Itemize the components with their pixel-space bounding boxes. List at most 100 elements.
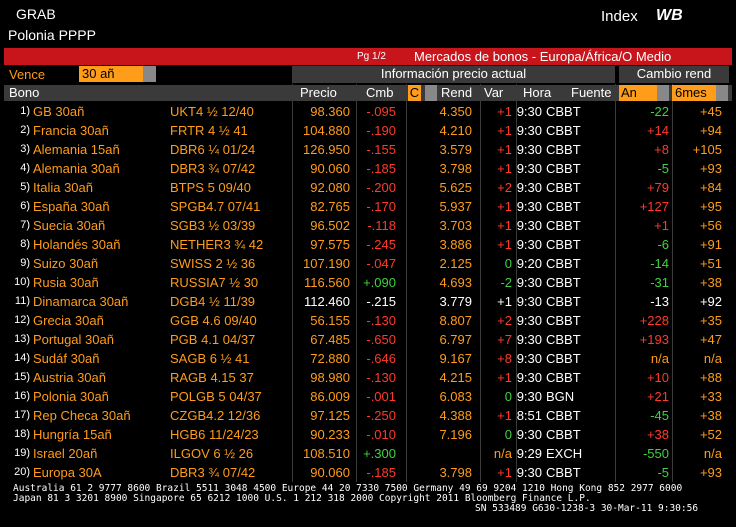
cell-precio: 97.575 [310, 237, 350, 252]
cell-precio: 112.460 [303, 294, 350, 309]
bond-row[interactable]: 6) España 30añ SPGB4.7 07/41 82.765 -.170 5.9… [0, 197, 736, 216]
cell-m6: +92 [699, 294, 722, 309]
bond-row[interactable]: 3) Alemania 15añ DBR6 ¼ 01/24 126.950 -.155 3… [0, 140, 736, 159]
cell-fuente: CBBT [546, 199, 581, 214]
bond-row[interactable]: 14) Sudáf 30añ SAGB 6 ½ 41 72.880 -.646 9.167… [0, 349, 736, 368]
dropdown-button[interactable] [425, 85, 437, 101]
cell-precio: 107.190 [303, 256, 350, 271]
cell-bono: Holandés 30añ [33, 237, 121, 252]
cell-hora: 9:30 [516, 123, 542, 138]
cell-hora: 9:30 [516, 465, 542, 480]
bond-row[interactable]: 17) Rep Checa 30añ CZGB4.2 12/36 97.125 -.25… [0, 406, 736, 425]
cell-n: 1) [20, 105, 30, 117]
maturity-select[interactable]: 30 añ [79, 66, 143, 82]
title-bar [4, 48, 732, 65]
bond-row[interactable]: 1) GB 30añ UKT4 ½ 12/40 98.360 -.095 4.350 +1 9… [0, 102, 736, 121]
column-header: Cmb [366, 85, 394, 100]
market-sector: Index [601, 8, 638, 25]
column-header[interactable]: C [408, 85, 421, 101]
cell-hora: 9:30 [516, 218, 542, 233]
cell-rend: 3.798 [439, 161, 472, 176]
cell-fuente: BGN [546, 389, 575, 404]
cell-an: +127 [639, 199, 669, 214]
cell-n: 9) [20, 257, 30, 269]
cell-precio: 82.765 [310, 199, 350, 214]
cell-fuente: EXCH [546, 446, 583, 461]
bond-row[interactable]: 2) Francia 30añ FRTR 4 ½ 41 104.880 -.190 4.2… [0, 121, 736, 140]
security-name: Polonia PPPP [8, 27, 96, 43]
cell-cmb: -.118 [367, 218, 396, 233]
cell-bono: Italia 30añ [33, 180, 93, 195]
cell-m6: +91 [699, 237, 722, 252]
cell-ticker: POLGB 5 04/37 [170, 389, 262, 404]
cell-cmb: -.250 [366, 408, 396, 423]
cell-var: +1 [497, 142, 512, 157]
bond-row[interactable]: 11) Dinamarca 30añ DGB4 ½ 11/39 112.460 -.21… [0, 292, 736, 311]
cell-precio: 90.060 [310, 161, 350, 176]
cell-precio: 108.510 [303, 446, 350, 461]
bond-row[interactable]: 9) Suizo 30añ SWISS 2 ½ 36 107.190 -.047 2.12… [0, 254, 736, 273]
bond-row[interactable]: 13) Portugal 30añ PGB 4.1 04/37 67.485 -.650… [0, 330, 736, 349]
cell-m6: +105 [692, 142, 722, 157]
bond-row[interactable]: 10) Rusia 30añ RUSSIA7 ½ 30 116.560 +.090 4.6… [0, 273, 736, 292]
cell-precio: 72.880 [310, 351, 350, 366]
cell-an: -22 [650, 104, 669, 119]
cell-hora: 9:30 [516, 161, 542, 176]
cell-precio: 90.060 [310, 465, 350, 480]
dropdown-button[interactable] [143, 66, 156, 82]
cell-fuente: CBBT [546, 180, 581, 195]
cell-fuente: CBBT [546, 161, 581, 176]
dropdown-button[interactable] [657, 85, 669, 101]
cell-precio: 126.950 [303, 142, 350, 157]
cell-fuente: CBBT [546, 332, 581, 347]
cell-rend: 5.937 [439, 199, 472, 214]
function-code: GRAB [16, 6, 56, 22]
group-header: Cambio rend [619, 66, 729, 83]
cell-precio: 104.880 [303, 123, 350, 138]
bond-row[interactable]: 7) Suecia 30añ SGB3 ½ 03/39 96.502 -.118 3.70… [0, 216, 736, 235]
bond-row[interactable]: 20) Europa 30A DBR3 ¾ 07/42 90.060 -.185 3.79… [0, 463, 736, 482]
cell-bono: GB 30añ [33, 104, 85, 119]
cell-n: 12) [14, 314, 30, 326]
cell-hora: 8:51 [516, 408, 542, 423]
cell-ticker: FRTR 4 ½ 41 [170, 123, 248, 138]
cell-fuente: CBBT [546, 218, 581, 233]
cell-n: 15) [14, 371, 30, 383]
cell-bono: Austria 30añ [33, 370, 106, 385]
dropdown-button[interactable] [716, 85, 728, 101]
bond-row[interactable]: 16) Polonia 30añ POLGB 5 04/37 86.009 -.001 6… [0, 387, 736, 406]
cell-fuente: CBBT [546, 294, 581, 309]
bond-row[interactable]: 15) Austria 30añ RAGB 4.15 37 98.980 -.130 4.… [0, 368, 736, 387]
cell-fuente: CBBT [546, 408, 581, 423]
cell-precio: 98.980 [310, 370, 350, 385]
cell-ticker: DBR3 ¾ 07/42 [170, 161, 256, 176]
bond-row[interactable]: 8) Holandés 30añ NETHER3 ¾ 42 97.575 -.245 3.… [0, 235, 736, 254]
cell-ticker: GGB 4.6 09/40 [170, 313, 257, 328]
footer-line: Australia 61 2 9777 8600 Brazil 5511 304… [13, 483, 683, 494]
cell-bono: Rep Checa 30añ [33, 408, 131, 423]
cell-m6: +51 [699, 256, 722, 271]
group-header: Información precio actual [292, 66, 615, 83]
cell-rend: 6.797 [439, 332, 472, 347]
bond-row[interactable]: 4) Alemania 30añ DBR3 ¾ 07/42 90.060 -.185 3.… [0, 159, 736, 178]
cell-rend: 5.625 [439, 180, 472, 195]
cell-m6: +38 [699, 408, 722, 423]
cell-an: +193 [639, 332, 669, 347]
bond-row[interactable]: 5) Italia 30añ BTPS 5 09/40 92.080 -.200 5.62… [0, 178, 736, 197]
cell-cmb: -.130 [366, 370, 396, 385]
bond-row[interactable]: 12) Grecia 30añ GGB 4.6 09/40 56.155 -.130 8.… [0, 311, 736, 330]
cell-ticker: UKT4 ½ 12/40 [170, 104, 254, 119]
cell-n: 14) [14, 352, 30, 364]
cell-var: n/a [493, 446, 512, 461]
cell-var: 0 [504, 427, 512, 442]
cell-ticker: BTPS 5 09/40 [170, 180, 251, 195]
bond-row[interactable]: 19) Israel 20añ ILGOV 6 ½ 26 108.510 +.300 n/… [0, 444, 736, 463]
cell-rend: 3.579 [439, 142, 472, 157]
bond-row[interactable]: 18) Hungría 15añ HGB6 11/24/23 90.233 -.010 7… [0, 425, 736, 444]
cell-var: +1 [497, 123, 512, 138]
cell-ticker: HGB6 11/24/23 [170, 427, 259, 442]
cell-n: 2) [20, 124, 30, 136]
column-header[interactable]: 6mes [672, 85, 718, 101]
column-header: Fuente [571, 85, 612, 100]
column-header[interactable]: An [619, 85, 659, 101]
